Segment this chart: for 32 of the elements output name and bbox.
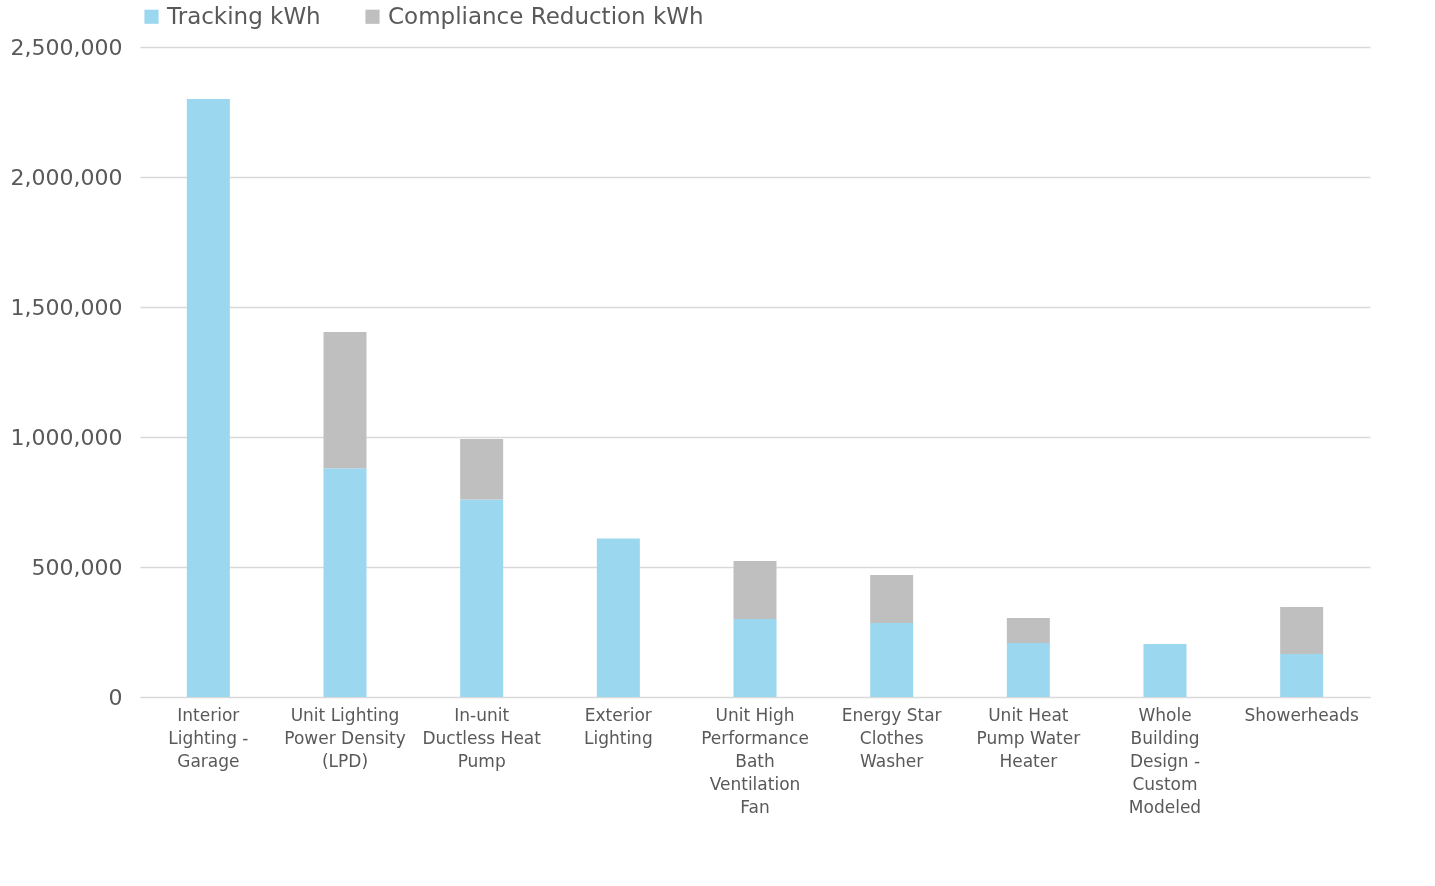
bar bbox=[323, 468, 367, 697]
y-tick-label: 500,000 bbox=[31, 554, 123, 580]
x-tick-label: Showerheads bbox=[1244, 704, 1359, 725]
y-tick-label: 1,500,000 bbox=[10, 294, 123, 320]
bar bbox=[1143, 643, 1187, 697]
x-tick-label: In-unit Ductless Heat Pump bbox=[422, 704, 542, 771]
bar bbox=[870, 575, 914, 623]
x-tick-label: Energy Star Clothes Washer bbox=[841, 704, 942, 771]
legend-label: Compliance Reduction kWh bbox=[388, 2, 704, 29]
bar bbox=[460, 439, 504, 500]
y-tick-label: 2,500,000 bbox=[10, 34, 123, 60]
bar bbox=[1280, 654, 1324, 697]
bar bbox=[460, 499, 504, 697]
y-tick-label: 2,000,000 bbox=[10, 164, 123, 190]
x-tick-label: Unit Heat Pump Water Heater bbox=[976, 704, 1081, 771]
bar bbox=[186, 99, 230, 697]
y-tick-label: 1,000,000 bbox=[10, 424, 123, 450]
x-tick-label: Unit Lighting Power Density (LPD) bbox=[284, 704, 406, 771]
bar bbox=[596, 538, 640, 697]
legend-label: Tracking kWh bbox=[166, 2, 321, 29]
bar bbox=[1006, 642, 1050, 697]
x-tick-label: Whole Building Design - Custom Modeled bbox=[1128, 704, 1202, 817]
bar bbox=[1006, 617, 1050, 643]
bar bbox=[733, 561, 777, 619]
x-tick-label: Unit High Performance Bath Ventilation Fan bbox=[701, 704, 809, 817]
bar bbox=[1280, 607, 1324, 655]
bar bbox=[870, 622, 914, 697]
y-tick-label: 0 bbox=[108, 684, 123, 710]
bar bbox=[323, 331, 367, 469]
x-tick-label: Exterior Lighting bbox=[583, 704, 653, 748]
x-tick-label: Interior Lighting - Garage bbox=[168, 704, 249, 771]
bar bbox=[733, 619, 777, 697]
